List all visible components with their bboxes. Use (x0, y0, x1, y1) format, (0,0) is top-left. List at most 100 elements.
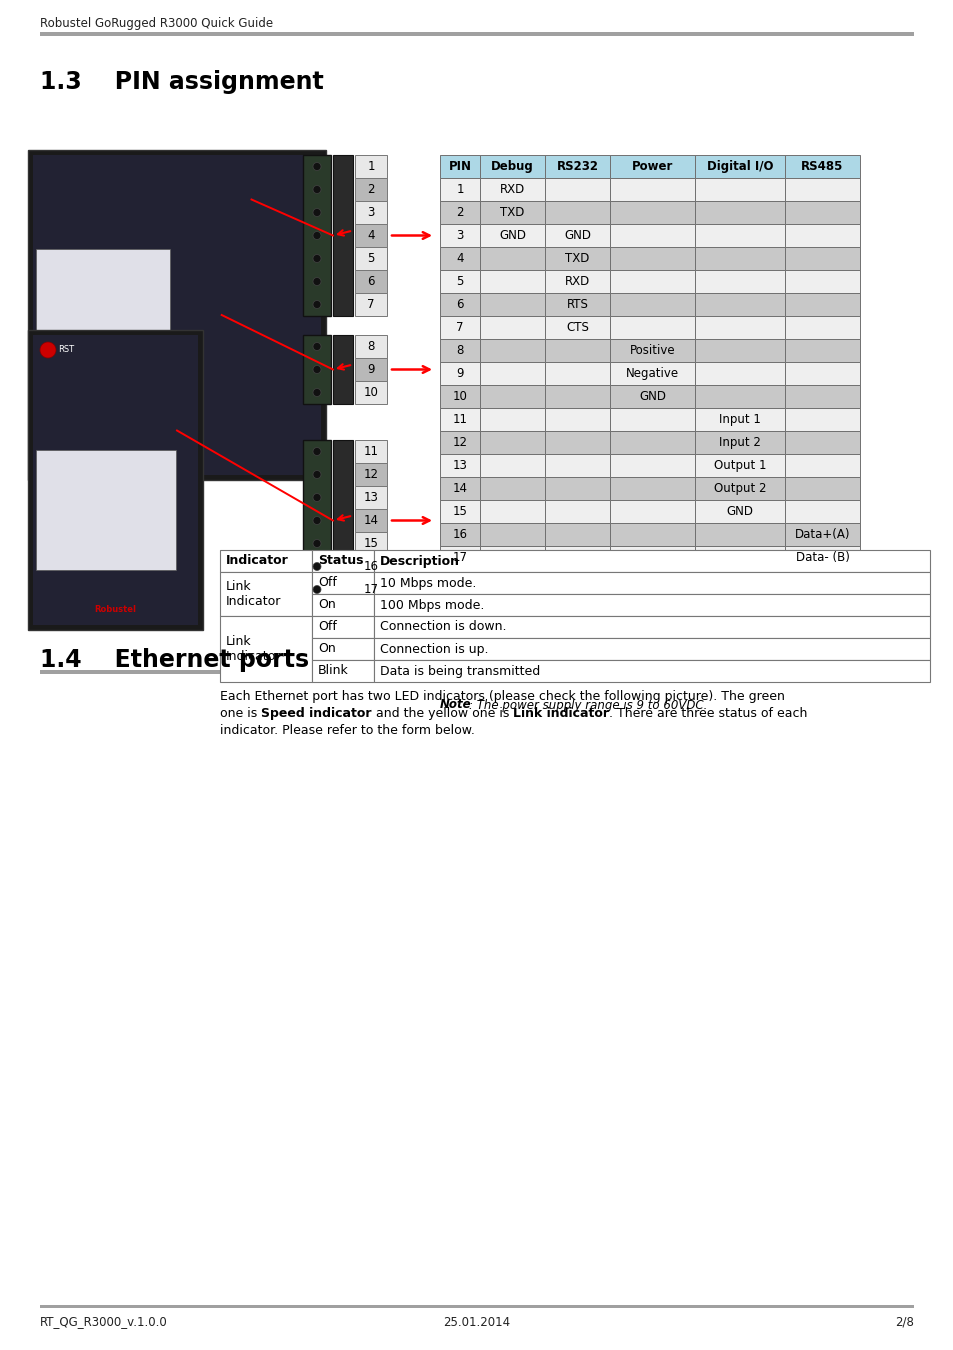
Bar (695, 362, 784, 385)
Text: Output 1: Output 1 (713, 459, 765, 472)
Bar (312, 639, 374, 660)
Circle shape (313, 494, 320, 501)
Text: Negative: Negative (625, 367, 679, 379)
Circle shape (313, 389, 320, 397)
Circle shape (40, 342, 56, 358)
Bar (355, 335, 387, 358)
Text: 10: 10 (452, 390, 467, 404)
Bar (544, 477, 609, 500)
Text: RS485: RS485 (801, 161, 842, 173)
Text: 14: 14 (452, 482, 467, 495)
Bar (479, 178, 544, 201)
Bar (355, 178, 387, 201)
Bar (544, 339, 609, 362)
Text: GND: GND (563, 230, 590, 242)
Bar (439, 522, 479, 545)
Text: 15: 15 (452, 505, 467, 518)
Text: 1: 1 (367, 161, 375, 173)
Bar (544, 545, 609, 568)
Bar (695, 454, 784, 477)
Bar (784, 454, 859, 477)
Text: 17: 17 (452, 551, 467, 564)
Text: Robustel: Robustel (94, 606, 136, 614)
Bar (355, 155, 387, 178)
Text: Off: Off (317, 621, 336, 633)
Bar (784, 545, 859, 568)
Bar (355, 247, 387, 270)
Circle shape (313, 255, 320, 262)
Bar (609, 316, 695, 339)
Text: 2: 2 (456, 207, 463, 219)
Bar (784, 477, 859, 500)
Text: 13: 13 (452, 459, 467, 472)
Bar (695, 247, 784, 270)
Bar (479, 477, 544, 500)
Text: PIN: PIN (448, 161, 471, 173)
Bar (784, 522, 859, 545)
Bar (784, 431, 859, 454)
Bar (695, 408, 784, 431)
Bar (355, 555, 387, 578)
Text: RT_QG_R3000_v.1.0.0: RT_QG_R3000_v.1.0.0 (40, 1315, 168, 1328)
Bar (609, 293, 695, 316)
Text: 14: 14 (363, 514, 378, 526)
Bar (544, 362, 609, 385)
Bar (544, 431, 609, 454)
Bar (609, 178, 695, 201)
Circle shape (313, 162, 320, 170)
Bar (355, 358, 387, 381)
Bar (355, 201, 387, 224)
Bar (609, 454, 695, 477)
Bar (695, 477, 784, 500)
Text: 15: 15 (363, 537, 378, 549)
Bar (333, 440, 353, 601)
Bar (355, 224, 387, 247)
Text: 9: 9 (456, 367, 463, 379)
Text: 6: 6 (367, 275, 375, 288)
Text: Debug: Debug (491, 161, 534, 173)
Bar (544, 201, 609, 224)
Text: Output 2: Output 2 (713, 482, 765, 495)
Bar (609, 408, 695, 431)
Text: 4: 4 (456, 252, 463, 265)
Bar (439, 247, 479, 270)
Text: 12: 12 (452, 436, 467, 450)
Text: 4: 4 (367, 230, 375, 242)
Bar (479, 385, 544, 408)
Bar (609, 431, 695, 454)
Text: indicator. Please refer to the form below.: indicator. Please refer to the form belo… (220, 724, 475, 737)
Circle shape (313, 301, 320, 309)
Bar (28, 329, 203, 630)
Bar (479, 247, 544, 270)
Text: 12: 12 (363, 468, 378, 481)
Bar (784, 178, 859, 201)
Bar (333, 335, 353, 404)
Text: TXD: TXD (499, 207, 524, 219)
Text: 10: 10 (363, 386, 378, 400)
Bar (439, 316, 479, 339)
Circle shape (313, 366, 320, 374)
Text: 100 Mbps mode.: 100 Mbps mode. (379, 598, 484, 612)
Text: GND: GND (498, 230, 525, 242)
Bar (36, 450, 175, 570)
Bar (784, 293, 859, 316)
Text: On: On (317, 598, 335, 612)
Text: Positive: Positive (629, 344, 675, 356)
Bar (439, 155, 479, 178)
Bar (609, 270, 695, 293)
Bar (479, 454, 544, 477)
Bar (479, 500, 544, 522)
Text: and the yellow one is: and the yellow one is (372, 707, 513, 720)
Bar (544, 316, 609, 339)
Text: 8: 8 (456, 344, 463, 356)
Text: 6: 6 (456, 298, 463, 311)
Bar (312, 616, 374, 639)
Text: Each Ethernet port has two LED indicators (please check the following picture). : Each Ethernet port has two LED indicator… (220, 690, 784, 703)
Text: Status: Status (317, 555, 363, 567)
Bar (33, 155, 320, 475)
Text: : The power supply range is 9 to 60VDC.: : The power supply range is 9 to 60VDC. (469, 698, 706, 711)
Bar (695, 431, 784, 454)
Bar (439, 385, 479, 408)
Bar (544, 178, 609, 201)
Bar (40, 32, 913, 36)
